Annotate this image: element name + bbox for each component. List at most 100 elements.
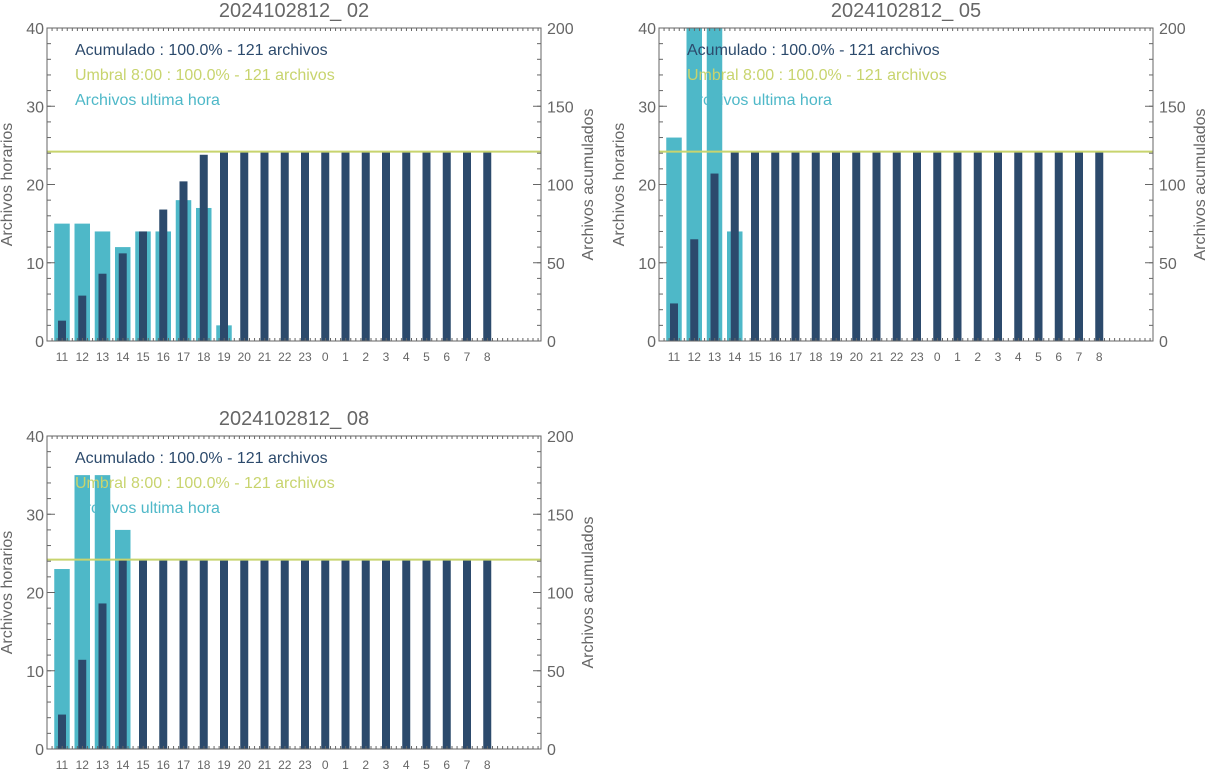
- cumulative-bar: [301, 151, 309, 341]
- y-right-tick-label: 100: [547, 586, 574, 603]
- y-left-axis-label: Archivos horarios: [0, 123, 16, 247]
- x-tick-label: 21: [258, 758, 272, 771]
- cumulative-bar: [892, 151, 901, 341]
- legend-threshold: Umbral 8:00 : 100.0% - 121 archivos: [75, 67, 335, 84]
- cumulative-bar: [463, 559, 471, 749]
- cumulative-bar: [1054, 151, 1063, 341]
- y-left-tick-label: 30: [638, 99, 656, 116]
- cumulative-bar: [260, 559, 269, 749]
- y-right-tick-label: 150: [1159, 99, 1186, 116]
- cumulative-bar: [179, 181, 188, 341]
- x-tick-label: 22: [278, 758, 292, 771]
- x-tick-label: 12: [76, 350, 90, 364]
- cumulative-bar: [994, 151, 1002, 341]
- cumulative-bar: [321, 151, 330, 341]
- cumulative-bar: [1034, 151, 1043, 341]
- cumulative-bar: [260, 151, 269, 341]
- x-tick-label: 4: [1015, 350, 1022, 364]
- cumulative-bar: [58, 714, 66, 749]
- cumulative-bar: [240, 151, 249, 341]
- x-tick-label: 13: [96, 758, 110, 771]
- cumulative-bar: [1075, 151, 1083, 341]
- y-left-tick-label: 10: [638, 256, 656, 273]
- x-tick-label: 8: [484, 758, 491, 771]
- y-left-tick-label: 0: [647, 334, 656, 351]
- y-left-tick-label: 0: [35, 334, 44, 351]
- y-right-axis-label: Archivos acumulados: [580, 516, 597, 668]
- cumulative-bar: [422, 151, 431, 341]
- x-tick-label: 3: [995, 350, 1002, 364]
- x-tick-label: 4: [403, 758, 410, 771]
- y-right-tick-label: 50: [547, 256, 565, 273]
- x-tick-label: 20: [238, 350, 252, 364]
- cumulative-bar: [710, 173, 719, 341]
- hourly-bar: [54, 223, 70, 341]
- x-tick-label: 0: [934, 350, 941, 364]
- x-tick-label: 15: [136, 758, 150, 771]
- chart-title: 2024102812_ 05: [831, 0, 981, 22]
- cumulative-bar: [301, 559, 309, 749]
- cumulative-bar: [422, 559, 431, 749]
- cumulative-bar: [751, 151, 759, 341]
- cumulative-bar: [139, 231, 147, 341]
- y-right-tick-label: 100: [1159, 178, 1186, 195]
- cumulative-bar: [382, 151, 390, 341]
- cumulative-bar: [670, 303, 678, 341]
- x-tick-label: 23: [298, 758, 312, 771]
- x-tick-label: 12: [76, 758, 90, 771]
- cumulative-bar: [872, 151, 881, 341]
- y-left-tick-label: 40: [26, 21, 44, 38]
- cumulative-bar: [98, 273, 107, 341]
- y-left-tick-label: 10: [26, 256, 44, 273]
- legend-cumulative: Acumulado : 100.0% - 121 archivos: [75, 450, 328, 467]
- cumulative-bar: [913, 151, 921, 341]
- cumulative-bar: [118, 559, 127, 749]
- x-tick-label: 8: [1096, 350, 1103, 364]
- x-tick-label: 8: [484, 350, 491, 364]
- x-tick-label: 23: [298, 350, 312, 364]
- chart-title: 2024102812_ 08: [219, 408, 369, 430]
- x-tick-label: 1: [954, 350, 961, 364]
- y-left-tick-label: 40: [26, 429, 44, 446]
- x-tick-label: 20: [238, 758, 252, 771]
- x-tick-label: 15: [136, 350, 150, 364]
- x-tick-label: 5: [423, 350, 430, 364]
- x-tick-label: 21: [258, 350, 272, 364]
- cumulative-bar: [811, 151, 820, 341]
- x-tick-label: 18: [197, 350, 211, 364]
- x-tick-label: 17: [789, 350, 803, 364]
- x-tick-label: 12: [688, 350, 702, 364]
- x-tick-label: 3: [383, 350, 390, 364]
- cumulative-bar: [78, 295, 87, 341]
- x-tick-label: 22: [278, 350, 292, 364]
- x-tick-label: 4: [403, 350, 410, 364]
- x-tick-label: 14: [116, 758, 130, 771]
- x-tick-label: 20: [850, 350, 864, 364]
- x-tick-label: 17: [177, 758, 191, 771]
- x-tick-label: 7: [464, 758, 471, 771]
- cumulative-bar: [199, 559, 208, 749]
- legend-threshold: Umbral 8:00 : 100.0% - 121 archivos: [687, 67, 947, 84]
- cumulative-bar: [361, 559, 370, 749]
- x-tick-label: 17: [177, 350, 191, 364]
- x-tick-label: 1: [342, 758, 349, 771]
- cumulative-bar: [321, 559, 330, 749]
- cumulative-bar: [1014, 151, 1023, 341]
- cumulative-bar: [933, 151, 942, 341]
- cumulative-bar: [690, 239, 699, 341]
- x-tick-label: 6: [1055, 350, 1062, 364]
- cumulative-bar: [78, 659, 87, 749]
- cumulative-bar: [220, 151, 228, 341]
- chart-title: 2024102812_ 02: [219, 0, 369, 22]
- cumulative-bar: [179, 559, 188, 749]
- y-left-tick-label: 40: [638, 21, 656, 38]
- legend-threshold: Umbral 8:00 : 100.0% - 121 archivos: [75, 475, 335, 492]
- y-right-tick-label: 200: [547, 21, 574, 38]
- x-tick-label: 13: [96, 350, 110, 364]
- x-tick-label: 3: [383, 758, 390, 771]
- y-left-tick-label: 20: [26, 586, 44, 603]
- cumulative-bar: [58, 320, 66, 341]
- legend-hourly: Archivos ultima hora: [75, 92, 220, 109]
